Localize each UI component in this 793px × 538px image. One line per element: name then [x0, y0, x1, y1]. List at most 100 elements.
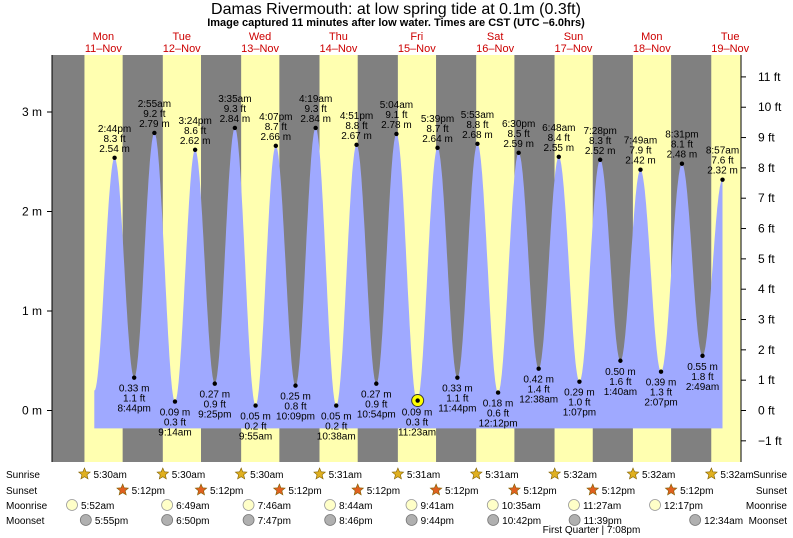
- astro-row-label-right-sunrise: Sunrise: [753, 470, 787, 481]
- sunrise-time: 5:30am: [250, 470, 283, 481]
- extreme-m-label: 2.59 m: [503, 139, 534, 150]
- extreme-point: [679, 161, 685, 166]
- day-name-label: Sat: [487, 31, 504, 43]
- extreme-m-label: 0.05 m: [321, 412, 352, 423]
- extreme-m-label: 2.52 m: [585, 146, 616, 157]
- extreme-m-label: 2.32 m: [707, 166, 738, 177]
- tide-curve: [94, 127, 723, 429]
- moonset-time: 12:34am: [704, 516, 743, 527]
- moonrise-time: 11:27am: [583, 501, 621, 512]
- extreme-time-label: 4:07pm: [259, 112, 292, 123]
- extreme-point: [273, 143, 279, 149]
- extreme-point: [394, 131, 399, 137]
- tide-area: [94, 127, 723, 429]
- sunrise-time: 5:31am: [407, 470, 440, 481]
- right-axis-tick-label: 6 ft: [758, 222, 775, 236]
- moonset-time: 6:50pm: [176, 516, 209, 527]
- extreme-m-label: 0.29 m: [564, 388, 595, 399]
- extreme-m-label: 0.39 m: [646, 378, 677, 389]
- moonset-icon: [242, 514, 255, 526]
- right-axis-tick-label: −1 ft: [758, 434, 782, 448]
- moonrise-icon: [486, 499, 499, 511]
- moon-phase-label: First Quarter | 7:08pm: [543, 525, 641, 536]
- sunset-time: 5:12pm: [523, 486, 556, 497]
- moonset-icon: [689, 514, 702, 526]
- astro-row-label-sunset: Sunset: [6, 486, 37, 497]
- moonset-time: 10:42pm: [502, 516, 541, 527]
- sunrise-icon: [548, 467, 562, 480]
- extreme-time-label: 5:39pm: [421, 114, 454, 125]
- extreme-m-label: 2.66 m: [261, 132, 292, 143]
- extreme-m-label: 0.09 m: [402, 408, 433, 419]
- extreme-point: [374, 381, 379, 386]
- moonset-icon: [161, 514, 174, 526]
- extreme-time-label: 8:57am: [706, 146, 739, 157]
- extreme-point: [192, 147, 198, 153]
- extreme-ft-label: 8.1 ft: [671, 140, 693, 151]
- extreme-ft-label: 1.4 ft: [528, 385, 550, 396]
- day-date-label: 12–Nov: [163, 43, 201, 55]
- right-axis-tick-label: 3 ft: [758, 313, 775, 327]
- moonrise-time: 10:35am: [502, 501, 541, 512]
- extreme-ft-label: 7.6 ft: [711, 156, 733, 167]
- extreme-time-label: 1:07pm: [563, 408, 596, 419]
- extreme-time-label: 9:25pm: [198, 410, 231, 421]
- right-axis-tick-label: 1 ft: [758, 373, 775, 387]
- extreme-point: [516, 150, 521, 155]
- extreme-m-label: 0.05 m: [240, 412, 271, 423]
- extreme-ft-label: 0.6 ft: [487, 409, 509, 420]
- extreme-m-label: 2.64 m: [422, 134, 453, 145]
- extreme-ft-label: 8.3 ft: [103, 134, 125, 145]
- sunset-time: 5:12pm: [367, 486, 400, 497]
- extreme-time-label: 3:24pm: [178, 116, 211, 127]
- extreme-point: [131, 375, 137, 380]
- moonrise-icon: [649, 499, 661, 511]
- astro-row-label-right-sunset: Sunset: [756, 486, 787, 497]
- sunset-time: 5:12pm: [288, 486, 321, 497]
- extreme-time-label: 12:12pm: [479, 419, 518, 430]
- extreme-time-label: 8:31pm: [665, 130, 698, 141]
- moonrise-time: 12:17pm: [664, 501, 703, 512]
- day-date-label: 16–Nov: [476, 43, 514, 55]
- extreme-point: [172, 399, 178, 404]
- extreme-ft-label: 1.1 ft: [123, 394, 145, 405]
- extreme-point: [700, 353, 705, 358]
- extreme-m-label: 0.18 m: [483, 399, 514, 410]
- extreme-time-label: 2:44pm: [98, 124, 131, 135]
- extreme-point: [152, 130, 157, 136]
- sunrise-icon: [626, 467, 640, 480]
- moonset-icon: [405, 514, 418, 526]
- extreme-m-label: 0.09 m: [160, 408, 191, 419]
- sunset-time: 5:12pm: [680, 486, 713, 497]
- extreme-point: [354, 142, 359, 148]
- right-axis-tick-label: 11 ft: [758, 70, 781, 84]
- sunrise-icon: [313, 467, 327, 480]
- sunset-icon: [116, 483, 130, 496]
- sunrise-icon: [391, 467, 405, 480]
- sunset-icon: [429, 483, 443, 496]
- astro-row-label-moonset: Moonset: [6, 516, 45, 527]
- right-axis-tick-label: 2 ft: [758, 343, 775, 357]
- extreme-point: [232, 125, 238, 131]
- moonrise-icon: [324, 499, 336, 511]
- sunset-time: 5:12pm: [210, 486, 243, 497]
- extreme-time-label: 7:28pm: [583, 126, 616, 137]
- extreme-ft-label: 8.7 ft: [426, 124, 448, 135]
- right-axis-tick-label: 5 ft: [758, 252, 775, 266]
- day-name-label: Mon: [641, 31, 662, 43]
- day-name-label: Wed: [249, 31, 271, 43]
- day-name-label: Fri: [410, 31, 423, 43]
- extreme-point: [495, 390, 501, 395]
- moonset-icon: [324, 514, 337, 526]
- extreme-point: [455, 375, 460, 380]
- moonrise-time: 9:41am: [421, 501, 454, 512]
- extreme-ft-label: 8.8 ft: [345, 121, 367, 132]
- moonrise-time: 6:49am: [176, 501, 209, 512]
- extreme-time-label: 2:07pm: [644, 398, 677, 409]
- moonrise-time: 7:46am: [258, 501, 291, 512]
- day-name-label: Sun: [564, 31, 584, 43]
- sunset-icon: [586, 483, 600, 496]
- extreme-ft-label: 8.7 ft: [265, 122, 287, 133]
